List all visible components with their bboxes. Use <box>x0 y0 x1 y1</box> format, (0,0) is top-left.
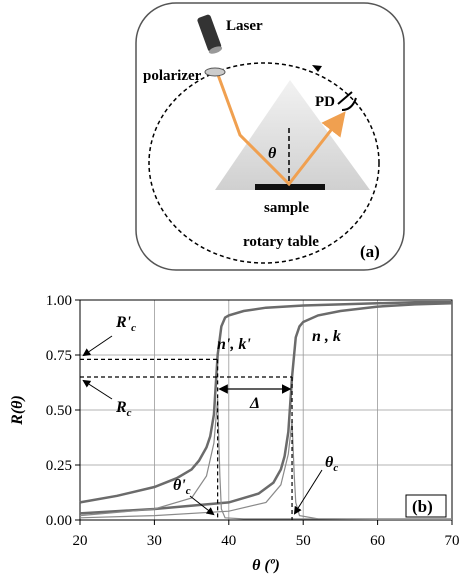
y-tick-label: 0.75 <box>46 348 72 364</box>
x-tick-label: 40 <box>221 533 236 549</box>
label: θ <box>268 145 277 162</box>
annotation: c <box>127 407 132 419</box>
pointer-arrows <box>82 335 323 516</box>
annotation: c <box>131 322 136 334</box>
curve <box>79 300 452 504</box>
annotation: θ' <box>173 477 186 494</box>
curve <box>79 420 452 520</box>
chart: 20 30 40 50 60 70 0.00 0.25 0.50 0.75 1.00 <box>46 293 460 549</box>
y-tick-label: 0.00 <box>46 513 72 529</box>
label: Laser <box>226 18 263 34</box>
x-tick-label: 60 <box>370 533 385 549</box>
label: polarizer <box>143 68 202 84</box>
curve-label: n , k <box>312 328 341 345</box>
annotation: R' <box>115 314 132 331</box>
annotation: c <box>333 462 338 474</box>
panel-box <box>405 494 447 518</box>
sample-plate <box>255 184 325 190</box>
annotation: R'c <box>115 314 136 334</box>
annotation: R <box>115 399 127 416</box>
polarizer <box>204 67 226 77</box>
annotation: Δ <box>249 395 260 412</box>
curve <box>79 398 452 520</box>
annotation: c <box>186 485 191 497</box>
curve <box>79 302 453 515</box>
beam <box>215 71 346 187</box>
annotation: Rc <box>115 399 132 419</box>
x-tick-label: 30 <box>147 533 162 549</box>
annotation: θc <box>325 454 338 474</box>
annotation: θ <box>325 454 334 471</box>
panel-label: (a) <box>360 242 380 261</box>
label: rotary table <box>243 234 319 250</box>
y-axis-title: R(θ) <box>9 395 26 426</box>
x-tick-label: 20 <box>73 533 88 549</box>
prism <box>215 80 370 190</box>
y-tick-label: 0.25 <box>46 458 72 474</box>
plot-frame <box>79 299 453 521</box>
y-tick-label: 0.50 <box>46 403 72 419</box>
x-tick-label: 70 <box>445 533 460 549</box>
annotation: θ'c <box>173 477 191 497</box>
rotation-arrow <box>312 65 322 72</box>
label: sample <box>264 200 309 216</box>
detector <box>337 91 357 111</box>
laser <box>197 14 223 54</box>
y-tick-label: 1.00 <box>46 293 72 309</box>
panel-label: (b) <box>412 497 433 516</box>
rotary-circle <box>148 62 380 264</box>
label: PD <box>315 94 335 110</box>
x-axis-title: θ (º) <box>252 557 280 574</box>
x-tick-label: 50 <box>296 533 311 549</box>
curve-label: n', k' <box>217 336 251 353</box>
